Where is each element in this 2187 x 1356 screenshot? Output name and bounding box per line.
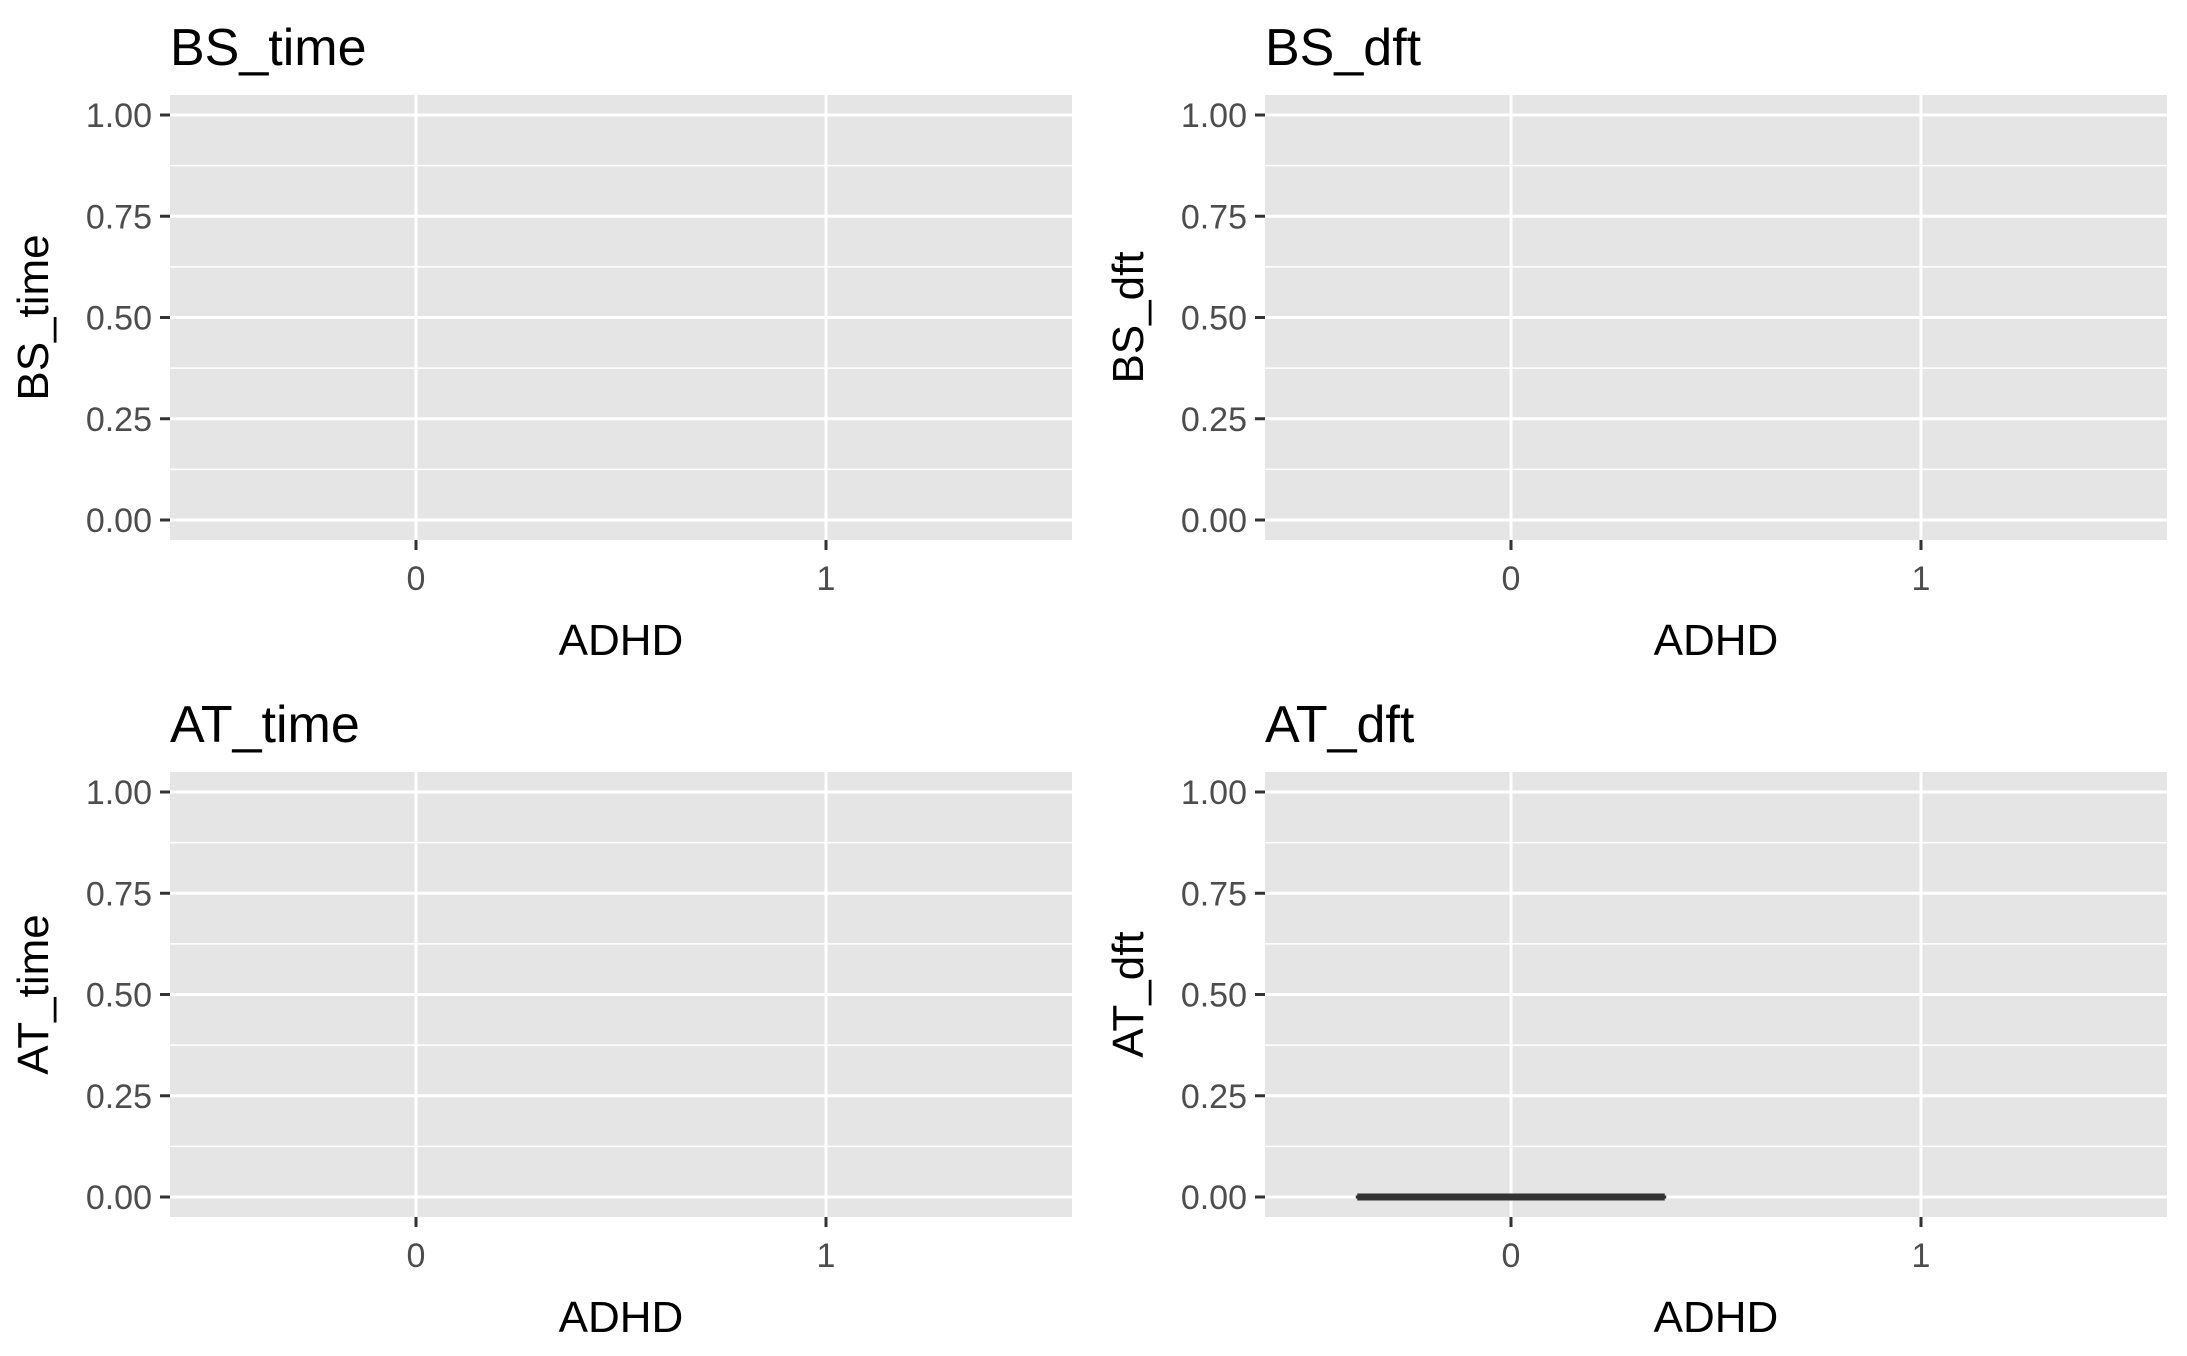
y-tick-label: 0.50 xyxy=(86,977,152,1015)
chart-panel: 0.00 0.25 0.50 0.75 1.00 0 1 BS_dft ADHD BS_dft xyxy=(1104,19,2167,665)
y-tick-label: 0.25 xyxy=(86,1078,152,1116)
y-tick-label: 0.75 xyxy=(86,198,152,236)
y-tick-label: 0.50 xyxy=(1181,300,1247,338)
y-tick-label: 0.75 xyxy=(86,875,152,913)
x-tick-label: 0 xyxy=(407,1237,426,1275)
y-tick-label: 0.75 xyxy=(1181,875,1247,913)
x-axis-title: ADHD xyxy=(559,616,684,665)
chart-title: BS_time xyxy=(170,19,367,77)
x-tick-label: 0 xyxy=(1502,560,1521,598)
chart-panel: 0.00 0.25 0.50 0.75 1.00 0 1 AT_dft ADHD AT_dft xyxy=(1104,696,2167,1342)
x-tick-label: 1 xyxy=(817,1237,836,1275)
y-axis-title: AT_dft xyxy=(1104,931,1153,1057)
y-axis-title: BS_dft xyxy=(1104,251,1153,383)
chart-title: BS_dft xyxy=(1265,19,1422,77)
y-tick-label: 0.00 xyxy=(1181,502,1247,540)
x-tick-label: 1 xyxy=(1912,560,1931,598)
x-tick-label: 0 xyxy=(407,560,426,598)
y-tick-label: 0.50 xyxy=(86,300,152,338)
chart-panel: 0.00 0.25 0.50 0.75 1.00 0 1 AT_time ADHD AT_time xyxy=(9,696,1072,1342)
y-tick-label: 0.25 xyxy=(1181,1078,1247,1116)
y-tick-label: 0.00 xyxy=(1181,1179,1247,1217)
y-tick-label: 0.25 xyxy=(86,401,152,439)
y-tick-label: 0.25 xyxy=(1181,401,1247,439)
y-tick-label: 1.00 xyxy=(1181,774,1247,812)
chart-panel: 0.00 0.25 0.50 0.75 1.00 0 1 BS_time ADHD BS_time xyxy=(9,19,1072,665)
x-tick-label: 1 xyxy=(1912,1237,1931,1275)
y-tick-label: 0.00 xyxy=(86,1179,152,1217)
chart-title: AT_dft xyxy=(1265,696,1415,754)
x-tick-label: 1 xyxy=(817,560,836,598)
x-axis-title: ADHD xyxy=(1654,616,1779,665)
x-axis-title: ADHD xyxy=(559,1293,684,1342)
chart-title: AT_time xyxy=(170,696,360,754)
y-tick-label: 1.00 xyxy=(86,774,152,812)
y-tick-label: 0.00 xyxy=(86,502,152,540)
y-axis-title: BS_time xyxy=(9,234,58,400)
y-tick-label: 0.75 xyxy=(1181,198,1247,236)
y-tick-label: 1.00 xyxy=(86,97,152,135)
y-tick-label: 0.50 xyxy=(1181,977,1247,1015)
y-tick-label: 1.00 xyxy=(1181,97,1247,135)
y-axis-title: AT_time xyxy=(9,914,58,1075)
x-axis-title: ADHD xyxy=(1654,1293,1779,1342)
x-tick-label: 0 xyxy=(1502,1237,1521,1275)
